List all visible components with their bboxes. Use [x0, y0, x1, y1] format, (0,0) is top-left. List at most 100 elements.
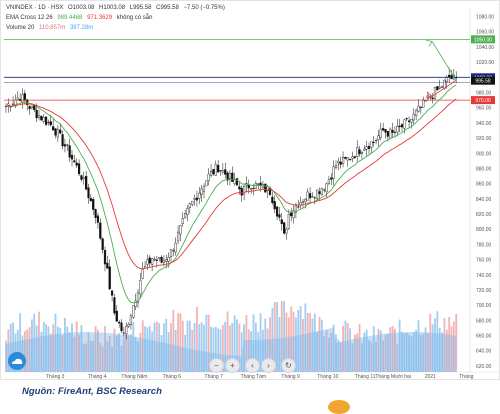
candle-body — [162, 259, 166, 263]
volume-bar — [273, 302, 276, 372]
volume-bar — [139, 332, 142, 372]
volume-bar — [80, 325, 83, 372]
candle-body — [370, 141, 373, 148]
candle-body — [176, 231, 180, 242]
zoom-out-button[interactable]: − — [209, 358, 224, 373]
volume-bar — [104, 325, 106, 372]
candle-body — [407, 120, 411, 123]
volume-bar — [247, 329, 250, 372]
volume-bar — [436, 311, 439, 372]
y-tick-label: 980.00 — [476, 91, 492, 97]
candle-body — [360, 151, 364, 154]
volume-bar — [226, 311, 229, 372]
volume-bar — [101, 346, 104, 372]
candle-body — [301, 201, 305, 203]
volume-bar — [71, 323, 73, 372]
candle-body — [158, 257, 161, 259]
volume-bar — [377, 328, 380, 372]
candle-body — [285, 228, 288, 234]
candle-body — [250, 188, 253, 190]
x-tick-label: Tháng 4 — [88, 374, 107, 380]
volume-bar — [122, 337, 125, 372]
candle-body — [110, 290, 114, 296]
candle-body — [311, 196, 314, 198]
scroll-right-button[interactable]: › — [261, 358, 276, 373]
volume-bar — [221, 324, 224, 372]
volume-bar — [177, 313, 179, 372]
volume-bar — [410, 336, 413, 372]
volume-bar — [23, 331, 26, 372]
volume-bar — [47, 326, 50, 372]
y-tick-label: 700.00 — [476, 303, 492, 309]
candle-body — [247, 184, 250, 189]
reset-chart-button[interactable]: ↻ — [281, 358, 296, 373]
volume-bar — [167, 331, 170, 372]
projection-up-arrowhead — [425, 39, 433, 47]
candle-body — [292, 210, 295, 218]
candle-body — [61, 134, 64, 147]
candle-body — [443, 80, 446, 89]
volume-bar — [12, 322, 14, 372]
candle-body — [59, 129, 62, 134]
volume-bar — [87, 332, 90, 372]
candle-body — [233, 179, 236, 184]
y-tick-label: 780.00 — [476, 242, 492, 248]
chart-header-ema[interactable]: EMA Cross 12 26 989.4468 971.3629 không … — [6, 15, 155, 21]
projection-up-line — [431, 41, 457, 81]
candle-body — [391, 129, 394, 133]
cloud-icon[interactable] — [8, 352, 26, 370]
volume-bar — [417, 320, 420, 372]
ema-extra: không có sẵn — [116, 15, 153, 21]
volume-bar — [245, 315, 248, 372]
candle-body — [238, 186, 241, 190]
volume-bar — [19, 313, 22, 372]
ema-slow-line — [5, 98, 457, 270]
volume-bar — [259, 313, 262, 372]
volume-bar — [49, 333, 52, 372]
candle-body — [290, 212, 293, 217]
volume-bar — [408, 334, 410, 372]
candle-body — [419, 106, 422, 108]
candle-body — [160, 256, 163, 263]
ema-slow-value: 971.3629 — [87, 15, 113, 21]
ema-label: EMA Cross 12 26 — [6, 15, 53, 21]
x-tick-label: Tháng 11 — [355, 374, 376, 380]
scroll-left-button[interactable]: ‹ — [245, 358, 260, 373]
volume-bar — [94, 326, 97, 372]
volume-bar — [306, 313, 309, 372]
zoom-in-button[interactable]: + — [225, 358, 240, 373]
candle-body — [228, 173, 232, 179]
price-chart[interactable]: 1080.001060.001040.001020.001000.00980.0… — [0, 0, 500, 380]
volume-bar — [193, 323, 196, 372]
volume-bar — [297, 310, 300, 372]
candle-body — [344, 156, 347, 159]
candle-body — [349, 158, 352, 160]
candle-body — [47, 122, 50, 124]
volume-bar — [266, 328, 269, 372]
volume-bar — [158, 323, 161, 372]
volume-bar — [33, 313, 36, 372]
candle-body — [87, 187, 90, 199]
x-tick-label: Tháng Năm — [121, 374, 147, 380]
volume-bar — [200, 322, 203, 372]
candle-body — [398, 125, 401, 127]
candle-body — [337, 160, 340, 164]
chart-header-volume[interactable]: Volume 20 110.857m 397.28m — [6, 25, 96, 31]
y-tick-label: 900.00 — [476, 151, 492, 157]
volume-bar — [243, 324, 245, 372]
volume-bar — [427, 333, 429, 372]
price-tag-label: 970.00 — [475, 98, 491, 104]
volume-bar — [401, 331, 403, 372]
candle-body — [257, 183, 260, 185]
candle-body — [120, 322, 123, 332]
candle-body — [393, 131, 397, 133]
volume-bar — [443, 318, 446, 372]
candle-body — [306, 191, 309, 201]
candle-body — [118, 321, 121, 324]
price-tag-label: 1050.00 — [474, 37, 492, 43]
volume-average-area — [6, 327, 457, 372]
volume-bar — [127, 334, 130, 372]
volume-bar — [203, 324, 205, 372]
candle-body — [54, 128, 57, 136]
volume-bar — [38, 311, 40, 372]
